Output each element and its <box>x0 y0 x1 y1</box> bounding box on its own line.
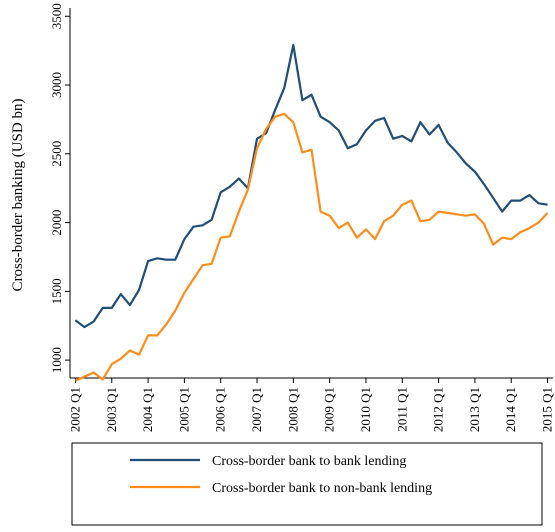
legend-label-bank-to-nonbank: Cross-border bank to non-bank lending <box>212 481 432 496</box>
y-axis-title: Cross-border banking (USD bn) <box>10 99 26 292</box>
y-tick-label: 3000 <box>49 72 64 98</box>
x-tick-label: 2003 Q1 <box>104 387 119 432</box>
y-tick-label: 1000 <box>49 347 64 373</box>
legend-label-bank-to-bank: Cross-border bank to bank lending <box>212 454 406 469</box>
plot-area <box>69 8 553 379</box>
x-axis: 2002 Q1 2003 Q1 2004 Q1 2005 Q1 2006 Q1 2007 … <box>67 378 555 432</box>
x-tick-label: 2010 Q1 <box>358 387 373 432</box>
x-tick-label: 2014 Q1 <box>503 387 518 432</box>
y-tick-label: 1500 <box>49 278 64 304</box>
y-tick-label: 3500 <box>49 3 64 29</box>
series-line-bank-to-bank <box>74 43 548 329</box>
x-tick-label: 2002 Q1 <box>67 387 82 432</box>
x-tick-label: 2015 Q1 <box>540 387 555 432</box>
x-tick-label: 2007 Q1 <box>249 387 264 432</box>
legend: Cross-border bank to bank lending Cross-b… <box>71 442 543 526</box>
x-tick-label: 2013 Q1 <box>467 387 482 432</box>
legend-box <box>71 442 543 526</box>
y-axis: 1000 1500 2000 2500 3000 3500 <box>49 3 70 373</box>
y-tick-label: 2500 <box>49 141 64 167</box>
x-tick-label: 2006 Q1 <box>213 387 228 432</box>
x-tick-label: 2009 Q1 <box>322 387 337 432</box>
series-line-bank-to-nonbank <box>74 112 549 382</box>
x-tick-label: 2011 Q1 <box>394 387 409 432</box>
x-tick-label: 2004 Q1 <box>140 387 155 432</box>
x-tick-label: 2012 Q1 <box>431 387 446 432</box>
series-layer <box>74 43 549 382</box>
x-tick-label: 2005 Q1 <box>176 387 191 432</box>
y-tick-label: 2000 <box>49 210 64 236</box>
x-tick-label: 2008 Q1 <box>285 387 300 432</box>
